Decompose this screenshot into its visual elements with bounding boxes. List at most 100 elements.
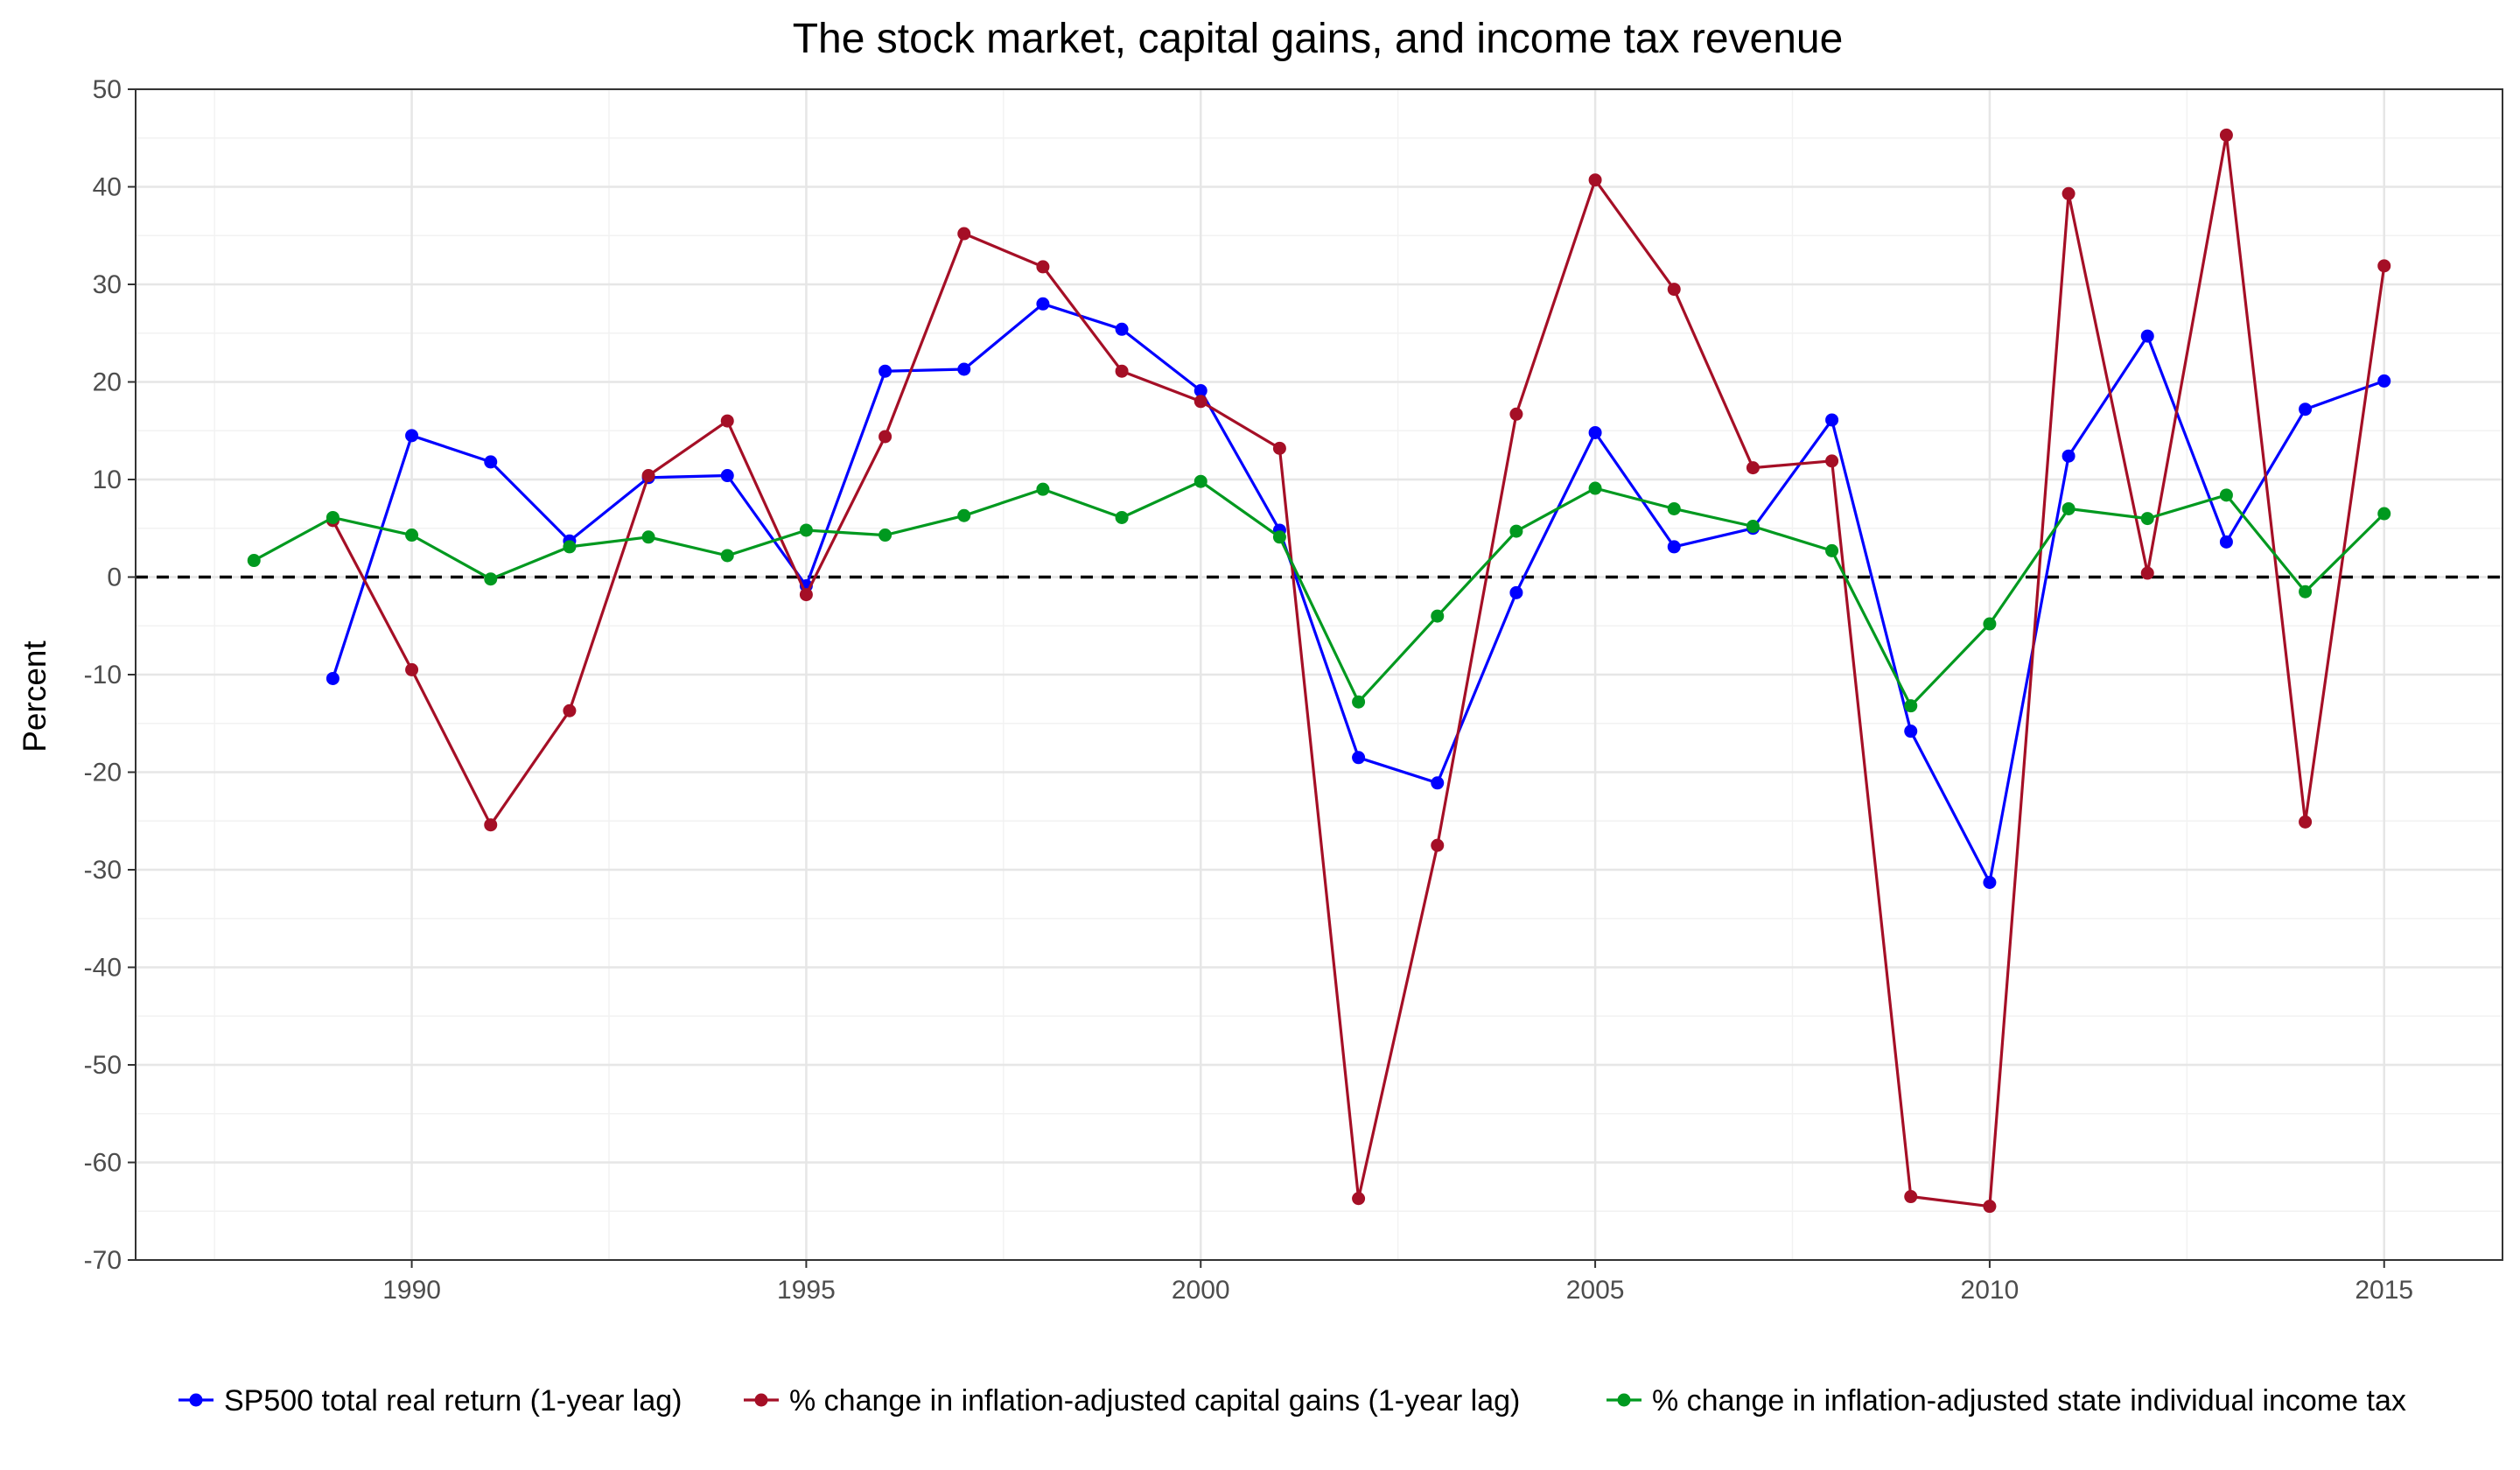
y-tick-label: -40	[84, 954, 122, 983]
series-3	[247, 474, 2391, 713]
data-point	[2140, 512, 2154, 526]
data-point	[1509, 524, 1523, 538]
data-point	[1036, 297, 1050, 311]
y-tick-label: -60	[84, 1149, 122, 1178]
series-lines	[247, 128, 2391, 1214]
data-point	[563, 704, 577, 718]
data-point	[1036, 260, 1050, 274]
data-point	[878, 430, 892, 444]
x-tick-label: 2005	[1566, 1276, 1625, 1305]
y-tick-label: 10	[93, 466, 122, 494]
data-point	[1431, 776, 1445, 790]
legend: SP500 total real return (1-year lag) % ch…	[178, 1384, 2406, 1418]
data-point	[957, 227, 971, 241]
data-point	[405, 429, 419, 443]
chart-title: The stock market, capital gains, and inc…	[793, 16, 1844, 62]
data-point	[2062, 501, 2076, 515]
data-point	[957, 508, 971, 522]
legend-item-3: % change in inflation-adjusted state ind…	[1606, 1384, 2406, 1418]
data-point	[1746, 520, 1760, 534]
legend-label: % change in inflation-adjusted capital g…	[789, 1384, 1520, 1418]
data-point	[1272, 441, 1286, 455]
data-point	[405, 662, 419, 676]
data-point	[957, 362, 971, 376]
data-point	[1115, 322, 1129, 336]
x-tick-label: 2000	[1172, 1276, 1230, 1305]
y-tick-label: 30	[93, 270, 122, 299]
series-2	[326, 128, 2391, 1214]
data-point	[2140, 329, 2154, 343]
legend-item-1: SP500 total real return (1-year lag)	[178, 1384, 682, 1418]
data-point	[720, 549, 734, 563]
data-point	[326, 510, 340, 524]
data-point	[1904, 699, 1918, 713]
data-point	[2377, 374, 2391, 388]
data-point	[2219, 128, 2233, 142]
data-point	[2377, 259, 2391, 273]
data-point	[2140, 566, 2154, 580]
y-tick-label: 40	[93, 173, 122, 202]
data-point	[1352, 751, 1366, 765]
x-tick-label: 2015	[2355, 1276, 2413, 1305]
data-point	[878, 364, 892, 378]
data-point	[1194, 384, 1208, 398]
data-point	[1588, 481, 1602, 495]
data-point	[2062, 186, 2076, 200]
series-line	[253, 480, 2385, 708]
y-axis-title: Percent	[17, 640, 52, 752]
axis-ticks: -70 -60 -50 -40 -30 -20 -10 0 10 20 30 40 50 1990 1995…	[84, 75, 2413, 1305]
data-point	[1431, 838, 1445, 852]
data-point	[1194, 395, 1208, 409]
data-point	[563, 540, 577, 554]
data-point	[1115, 364, 1129, 378]
data-point	[641, 469, 655, 483]
x-tick-label: 1990	[382, 1276, 441, 1305]
data-point	[247, 554, 261, 568]
data-point	[1983, 875, 1997, 889]
legend-label: SP500 total real return (1-year lag)	[224, 1384, 682, 1418]
data-point	[799, 523, 813, 537]
data-point	[1352, 1192, 1366, 1206]
data-point	[484, 572, 498, 586]
y-tick-label: -70	[84, 1246, 122, 1275]
data-point	[1588, 173, 1602, 187]
data-point	[1036, 482, 1050, 496]
data-point	[1667, 540, 1681, 554]
data-point	[799, 588, 813, 602]
data-point	[1509, 585, 1523, 599]
data-point	[1115, 510, 1129, 524]
data-point	[1194, 474, 1208, 488]
data-point	[326, 671, 340, 685]
data-point	[2299, 402, 2313, 416]
y-tick-label: -20	[84, 759, 122, 788]
y-tick-label: -30	[84, 856, 122, 885]
data-point	[1667, 283, 1681, 297]
data-point	[2062, 449, 2076, 463]
y-tick-label: 20	[93, 368, 122, 397]
data-point	[720, 469, 734, 483]
data-point	[1825, 413, 1839, 427]
data-point	[641, 530, 655, 544]
data-point	[1825, 454, 1839, 468]
y-tick-label: 50	[93, 75, 122, 104]
data-point	[1272, 530, 1286, 544]
legend-item-2: % change in inflation-adjusted capital g…	[744, 1384, 1520, 1418]
data-point	[1431, 609, 1445, 623]
data-point	[1667, 501, 1681, 515]
data-point	[878, 528, 892, 542]
data-point	[1983, 1200, 1997, 1214]
legend-key-point	[754, 1393, 768, 1407]
data-point	[484, 818, 498, 832]
y-tick-label: -50	[84, 1051, 122, 1080]
legend-label: % change in inflation-adjusted state ind…	[1652, 1384, 2406, 1418]
data-point	[1746, 461, 1760, 475]
data-point	[1983, 617, 1997, 631]
data-point	[1904, 724, 1918, 738]
data-point	[484, 455, 498, 469]
data-point	[1509, 407, 1523, 421]
data-point	[1588, 425, 1602, 439]
data-point	[1904, 1190, 1918, 1204]
legend-key-point	[1617, 1393, 1631, 1407]
data-point	[2299, 815, 2313, 829]
